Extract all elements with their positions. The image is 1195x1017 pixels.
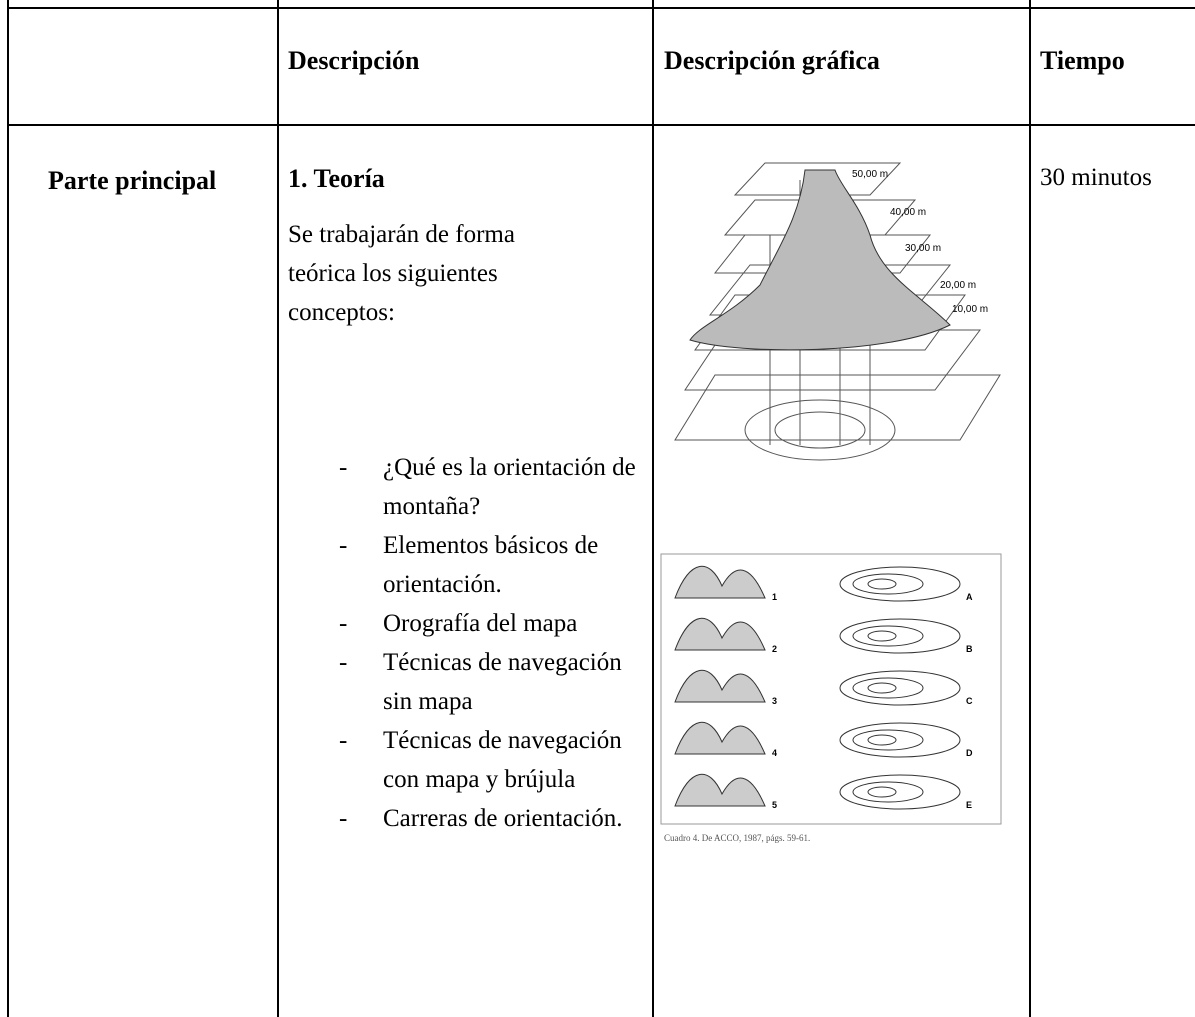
figure-shape xyxy=(839,618,961,654)
figure-shape xyxy=(852,781,924,803)
figure-shape xyxy=(839,722,961,758)
figure-shape xyxy=(852,729,924,751)
figure-shape xyxy=(852,677,924,699)
list-item: Técnicas de navegación con mapa y brújul… xyxy=(339,721,653,799)
header-cell: Tiempo xyxy=(1040,46,1125,75)
list-item: Técnicas de navegación sin mapa xyxy=(339,643,653,721)
list-item: Orografía del mapa xyxy=(339,604,653,643)
contour-letter: A xyxy=(966,592,973,602)
header-cell: Descripción gráfica xyxy=(664,46,880,75)
figure-profiles: 1 A 2 B 3 C 4 D 5 E Cuadro 4. De ACCO, 1987, págs… xyxy=(660,553,1002,843)
border xyxy=(652,0,654,1017)
profile-number: 5 xyxy=(772,800,777,810)
profile-number: 2 xyxy=(772,644,777,654)
section-title: 1. Teoría xyxy=(288,164,385,193)
figure-label: 10,00 m xyxy=(952,304,988,315)
figure-caption: Cuadro 4. De ACCO, 1987, págs. 59-61. xyxy=(664,833,810,843)
contour-letter: C xyxy=(966,696,973,706)
figure-relief: 50,00 m 40,00 m 30,00 m 20,00 m 10,00 m xyxy=(674,162,1001,461)
figure-shape xyxy=(867,786,897,798)
figure-shape xyxy=(852,625,924,647)
figure-shape xyxy=(867,734,897,746)
figure-label: 50,00 m xyxy=(852,169,888,180)
figure-shape xyxy=(839,670,961,706)
list-item: ¿Qué es la orientación de montaña? xyxy=(339,448,653,526)
row-label: Parte principal xyxy=(48,166,217,195)
item-list: ¿Qué es la orientación de montaña?Elemen… xyxy=(339,448,653,838)
figure-shape xyxy=(852,573,924,595)
intro: Se trabajarán de forma teórica los sigui… xyxy=(288,221,515,326)
figure-shape xyxy=(674,670,766,703)
figure-shape xyxy=(867,578,897,590)
list-item: Carreras de orientación. xyxy=(339,799,653,838)
border xyxy=(7,0,9,1017)
figure-shape xyxy=(674,618,766,651)
profile-number: 1 xyxy=(772,592,777,602)
profile-number: 4 xyxy=(772,748,777,758)
border xyxy=(8,7,1195,9)
figure-label: 30,00 m xyxy=(905,243,941,254)
figure-shape xyxy=(674,722,766,755)
contour-letter: E xyxy=(966,800,972,810)
border xyxy=(8,124,1195,126)
figure-shape xyxy=(839,774,961,810)
time: 30 minutos xyxy=(1040,164,1152,191)
figure-shape xyxy=(839,566,961,602)
list-item: Elementos básicos de orientación. xyxy=(339,526,653,604)
header-cell: Descripción xyxy=(288,46,420,75)
border xyxy=(1029,0,1031,1017)
figure-shape xyxy=(867,630,897,642)
contour-letter: B xyxy=(966,644,973,654)
contour-letter: D xyxy=(966,748,973,758)
figure-label: 20,00 m xyxy=(940,280,976,291)
figure-shape xyxy=(674,774,766,807)
figure-shape xyxy=(674,566,766,599)
figure-shape xyxy=(867,682,897,694)
figure-label: 40,00 m xyxy=(890,207,926,218)
profile-number: 3 xyxy=(772,696,777,706)
border xyxy=(277,0,279,1017)
